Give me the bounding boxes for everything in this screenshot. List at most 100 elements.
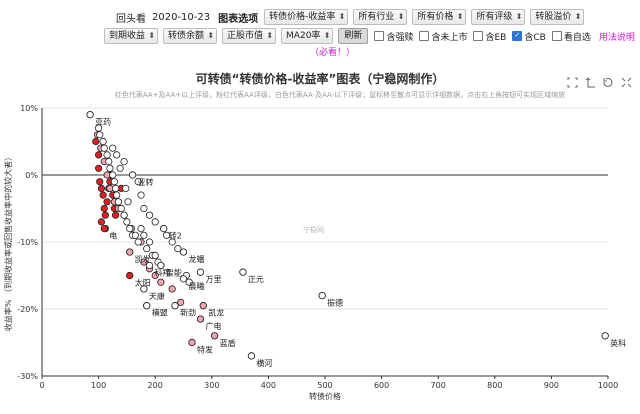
point-label: 特发 bbox=[197, 345, 213, 355]
data-point bbox=[95, 151, 103, 159]
data-point bbox=[179, 248, 188, 256]
checkbox-box[interactable] bbox=[512, 31, 523, 41]
checkbox-label: 含EB bbox=[485, 32, 507, 43]
zoom-reset-icon[interactable] bbox=[585, 73, 596, 88]
data-point bbox=[196, 315, 205, 323]
data-point bbox=[120, 158, 128, 166]
data-point bbox=[111, 211, 120, 219]
y-tick-label: 0% bbox=[25, 171, 38, 180]
market-cap-select[interactable]: 正股市值 bbox=[222, 28, 277, 44]
data-point bbox=[116, 164, 124, 172]
point-label: 智能 bbox=[166, 267, 182, 277]
checkbox-box[interactable] bbox=[374, 31, 385, 41]
data-point bbox=[111, 184, 120, 192]
data-point bbox=[99, 137, 107, 146]
chart-subtitle: 红色代表AA+及AA+以上评级，粉红代表AA评级，白色代表AA-及AA-以下评级… bbox=[114, 91, 566, 99]
refresh-button[interactable]: 刷新 bbox=[338, 28, 369, 44]
data-point bbox=[145, 211, 154, 219]
x-tick-label: 400 bbox=[261, 381, 276, 390]
toolbar-row-1: 回头看 2020-10-23 图表选项 转债价格-收益率 所有行业 所有价格 所… bbox=[116, 8, 589, 26]
x-tick-label: 200 bbox=[148, 381, 163, 390]
point-label: 广电 bbox=[205, 321, 221, 331]
checkbox-box[interactable] bbox=[473, 31, 484, 41]
chart-type-select[interactable]: 转债价格-收益率 bbox=[264, 9, 349, 25]
data-point bbox=[151, 218, 159, 226]
price-select[interactable]: 所有价格 bbox=[412, 9, 467, 25]
data-point bbox=[131, 231, 139, 239]
checkbox-label: 含CB bbox=[524, 32, 546, 43]
data-point bbox=[100, 144, 108, 152]
checkbox-box[interactable] bbox=[551, 31, 562, 41]
x-tick-label: 600 bbox=[374, 381, 389, 390]
data-point bbox=[239, 268, 247, 276]
data-point bbox=[134, 178, 142, 186]
chart-option-label: 图表选项 bbox=[218, 13, 259, 25]
data-point bbox=[97, 218, 106, 226]
zoom-select-icon[interactable] bbox=[567, 73, 578, 88]
data-point bbox=[140, 204, 148, 213]
data-point bbox=[157, 278, 165, 286]
restore-icon[interactable] bbox=[603, 73, 614, 87]
y-tick-label: -20% bbox=[17, 305, 38, 314]
data-point bbox=[100, 204, 108, 213]
point-label: 太阳 bbox=[135, 278, 151, 288]
data-point bbox=[106, 164, 114, 172]
data-point bbox=[100, 225, 108, 233]
fullscreen-icon[interactable] bbox=[621, 73, 632, 88]
checkbox-cb[interactable]: 含CB bbox=[512, 30, 546, 43]
data-point bbox=[117, 204, 125, 213]
help-link[interactable]: 用法说明 bbox=[598, 32, 635, 43]
data-point bbox=[126, 271, 134, 280]
checkbox-watchlist[interactable]: 看自选 bbox=[551, 30, 591, 43]
data-point bbox=[113, 191, 121, 199]
point-label: 天康 bbox=[149, 291, 165, 301]
point-label: 振德 bbox=[327, 298, 343, 308]
back-label: 回头看 bbox=[116, 13, 146, 25]
checkbox-unlisted[interactable]: 含未上市 bbox=[419, 30, 467, 43]
chart-toolbox bbox=[567, 73, 632, 88]
checkbox-label: 含未上市 bbox=[431, 32, 468, 43]
data-point bbox=[137, 191, 145, 199]
date-input[interactable]: 2020-10-23 bbox=[152, 11, 211, 23]
data-point bbox=[123, 218, 131, 226]
data-point bbox=[247, 352, 256, 360]
point-label: 正元 bbox=[248, 275, 264, 284]
x-tick-label: 800 bbox=[487, 381, 502, 390]
y-tick-label: -10% bbox=[17, 238, 38, 247]
checkbox-box[interactable] bbox=[419, 31, 430, 41]
balance-select[interactable]: 转债余额 bbox=[163, 28, 218, 44]
data-point bbox=[113, 151, 121, 159]
data-point bbox=[96, 178, 104, 186]
data-point bbox=[126, 225, 134, 233]
data-point bbox=[124, 198, 132, 206]
data-point bbox=[143, 245, 151, 253]
data-point bbox=[134, 238, 142, 246]
point-label: 凯发 bbox=[135, 254, 151, 264]
data-point bbox=[122, 184, 130, 192]
premium-select[interactable]: 转股溢价 bbox=[530, 9, 585, 25]
data-point bbox=[188, 338, 196, 347]
checkbox-force-redeem[interactable]: 含强赎 bbox=[374, 30, 413, 43]
toolbar: 回头看 2020-10-23 图表选项 转债价格-收益率 所有行业 所有价格 所… bbox=[0, 0, 640, 60]
point-label: 英科 bbox=[610, 338, 626, 348]
data-point bbox=[126, 248, 134, 256]
data-point bbox=[140, 258, 148, 266]
point-label: 横盟 bbox=[152, 308, 168, 318]
data-point bbox=[143, 302, 151, 310]
data-point bbox=[211, 332, 219, 340]
point-label: 科翔 bbox=[155, 267, 171, 277]
data-point bbox=[99, 191, 107, 199]
rating-select[interactable]: 所有评级 bbox=[471, 9, 526, 25]
point-label: 亚转 bbox=[138, 177, 154, 187]
data-point bbox=[140, 285, 148, 293]
yield-select[interactable]: 到期收益 bbox=[104, 28, 159, 44]
data-point bbox=[109, 144, 117, 152]
data-point bbox=[86, 111, 94, 119]
industry-select[interactable]: 所有行业 bbox=[353, 9, 408, 25]
ma20-select[interactable]: MA20率 bbox=[281, 28, 334, 44]
data-point bbox=[151, 251, 159, 259]
data-point bbox=[185, 278, 193, 286]
checkbox-label: 看自选 bbox=[563, 32, 591, 43]
checkbox-eb[interactable]: 含EB bbox=[473, 30, 506, 43]
